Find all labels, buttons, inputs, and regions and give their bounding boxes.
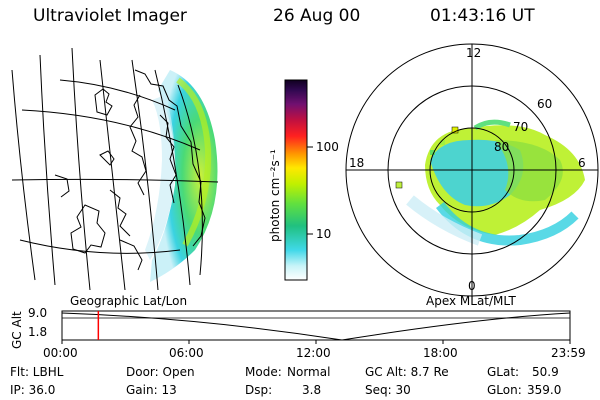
glat-value: 50.9: [532, 365, 559, 379]
timeline-ytick-1-8: 1.8: [28, 325, 48, 339]
glon-value: 359.0: [527, 383, 562, 397]
gain-info: Gain: 13: [126, 383, 177, 397]
colorbar-label-100: 100: [316, 140, 339, 154]
timeline-xtick-1200: 12:00: [296, 346, 331, 360]
timeline-xtick-0600: 06:00: [169, 346, 204, 360]
timeline-xtick-2359: 23:59: [551, 346, 586, 360]
dsp-value: 3.8: [302, 383, 322, 397]
door-info: Door: Open: [126, 365, 195, 379]
mlt-label-18: 18: [349, 156, 365, 170]
dsp-label: Dsp:: [245, 383, 273, 397]
mlt-label-12: 12: [466, 46, 482, 60]
seq-info: Seq: 30: [365, 383, 411, 397]
mode-value: Normal: [287, 365, 331, 379]
filter-info: Flt: LBHL: [10, 365, 64, 379]
colorbar-unit-label: photon cm⁻²s⁻¹: [268, 149, 282, 242]
geographic-map: [11, 47, 219, 290]
time-label: 01:43:16 UT: [430, 6, 535, 26]
lat-label-70: 70: [513, 120, 529, 134]
instrument-title: Ultraviolet Imager: [33, 6, 187, 26]
timeline-plot: [61, 310, 571, 344]
apex-caption: Apex MLat/MLT: [426, 294, 516, 308]
lat-label-80: 80: [494, 140, 510, 154]
colorbar-label-10: 10: [316, 227, 332, 241]
lat-label-60: 60: [537, 97, 553, 111]
timeline-xtick-0000: 00:00: [43, 346, 78, 360]
polar-plot: [345, 43, 599, 297]
glon-label: GLon:: [487, 383, 522, 397]
timeline-ytick-9: 9.0: [28, 306, 48, 320]
timeline-xtick-1800: 18:00: [423, 346, 458, 360]
ip-info: IP: 36.0: [10, 383, 56, 397]
mlt-label-6: 6: [578, 156, 586, 170]
timeline-axis-label: GC Alt: [10, 311, 24, 349]
mlt-label-0: 0: [468, 279, 476, 293]
colorbar: [284, 79, 308, 281]
glat-label: GLat:: [487, 365, 520, 379]
geographic-caption: Geographic Lat/Lon: [70, 294, 188, 308]
mode-label: Mode:: [245, 365, 282, 379]
gc-alt-info: GC Alt: 8.7 Re: [365, 365, 449, 379]
date-label: 26 Aug 00: [273, 6, 361, 26]
